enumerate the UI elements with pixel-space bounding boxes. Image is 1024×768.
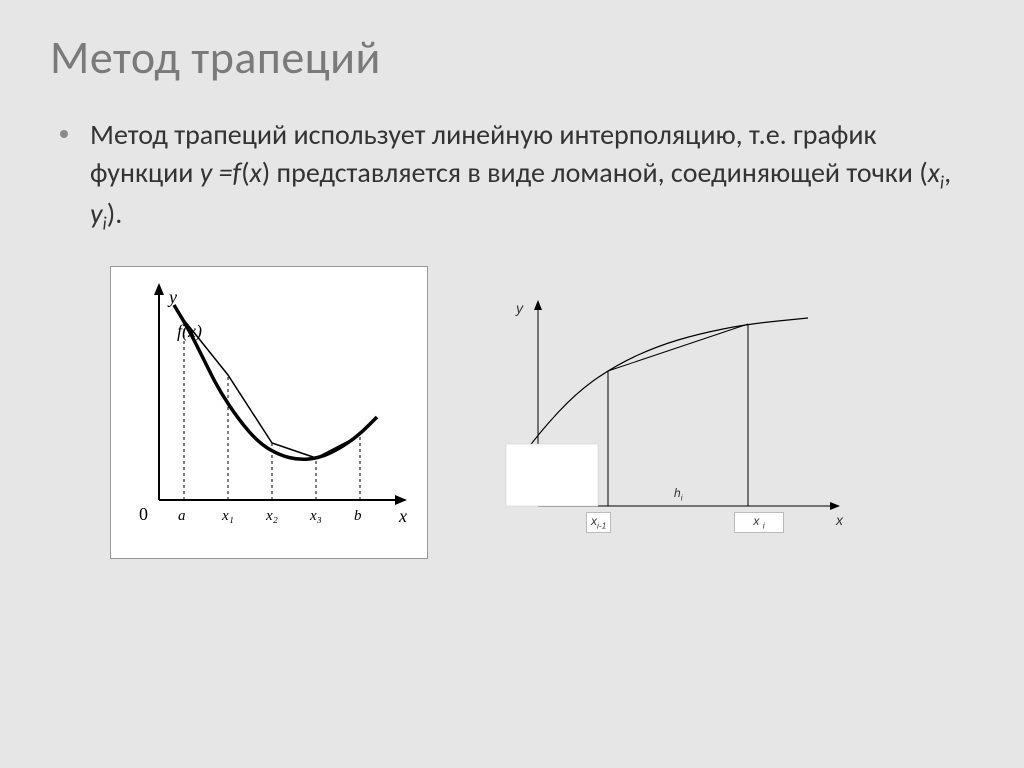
diagram-1-svg: yf(x)0xax₁x₂x₃b [119,275,419,545]
eq-paren-close: ) [262,155,277,190]
text-part-2: представляется в виде ломаной, соединяющ… [277,155,928,190]
d2-hi-label: hi [674,486,682,502]
slide: Метод трапеций Метод трапеций использует… [0,0,1024,768]
svg-text:b: b [354,508,362,524]
eq-y: y [200,155,213,190]
eq-eqf: =f [212,155,241,190]
svg-text:x₁: x₁ [221,508,234,524]
bullet-paragraph: Метод трапеций использует линейную интер… [50,116,974,236]
slide-title: Метод трапеций [50,30,974,86]
comma: , [944,155,951,190]
svg-text:y: y [167,287,177,307]
bullet-icon [60,130,68,138]
yi: y [90,196,103,231]
svg-text:x: x [398,506,407,526]
xi: x [928,155,940,190]
d2-tick-left: xi-1 [586,512,611,532]
svg-text:x₂: x₂ [265,508,278,524]
eq-x: x [250,155,262,190]
svg-text:0: 0 [139,504,148,524]
diagrams-row: yf(x)0xax₁x₂x₃b y x xi-1 x i hi [50,266,974,561]
svg-text:x₃: x₃ [309,508,322,524]
diagram-2-wrap: y x xi-1 x i hi [488,296,848,561]
text-part-3: ). [107,196,123,231]
eq-paren-open: ( [241,155,250,190]
svg-text:a: a [178,508,186,524]
d2-tick-right: x i [734,512,784,532]
d2-x-axis-label: x [836,512,843,528]
diagram-2-svg [488,296,848,556]
diagram-1-box: yf(x)0xax₁x₂x₃b [110,266,428,559]
d2-y-axis-label: y [516,300,523,316]
